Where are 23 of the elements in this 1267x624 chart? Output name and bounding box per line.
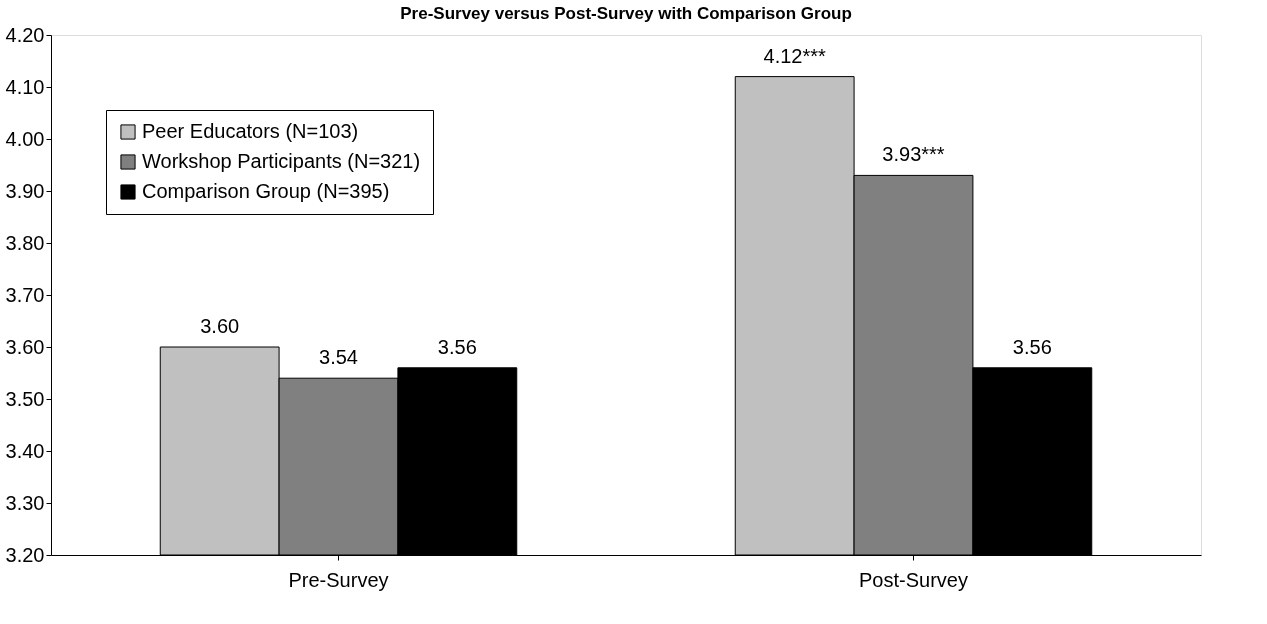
y-tick-label: 3.70	[5, 283, 45, 306]
y-tick-label: 4.00	[5, 127, 45, 150]
y-tick-label: 3.90	[5, 179, 45, 202]
data-label: 4.12***	[763, 44, 827, 67]
data-label: 3.54	[319, 346, 358, 369]
y-tick-label: 4.20	[5, 23, 45, 46]
y-tick-label: 3.40	[5, 439, 45, 462]
data-label: 3.60	[200, 315, 240, 337]
legend-label: Peer Educators (N=103)	[142, 120, 359, 142]
y-tick-label: 3.60	[5, 335, 45, 358]
y-tick-label: 3.80	[5, 231, 45, 254]
legend-label: Workshop Participants (N=321)	[142, 150, 421, 172]
legend-label: Comparison Group (N=395)	[142, 180, 390, 202]
y-tick-label: 3.50	[5, 387, 45, 410]
y-tick-label: 3.30	[5, 491, 45, 514]
data-label: 3.93***	[882, 143, 945, 166]
data-label: 3.56	[1012, 335, 1052, 358]
data-label: 3.56	[437, 335, 477, 358]
x-tick-label: Pre-Survey	[288, 568, 389, 591]
chart-title: Pre-Survey versus Post-Survey with Comparison Group	[400, 4, 852, 23]
x-tick-label: Post-Survey	[859, 568, 968, 591]
y-tick-label: 3.20	[5, 543, 45, 566]
y-tick-label: 4.10	[5, 75, 45, 98]
